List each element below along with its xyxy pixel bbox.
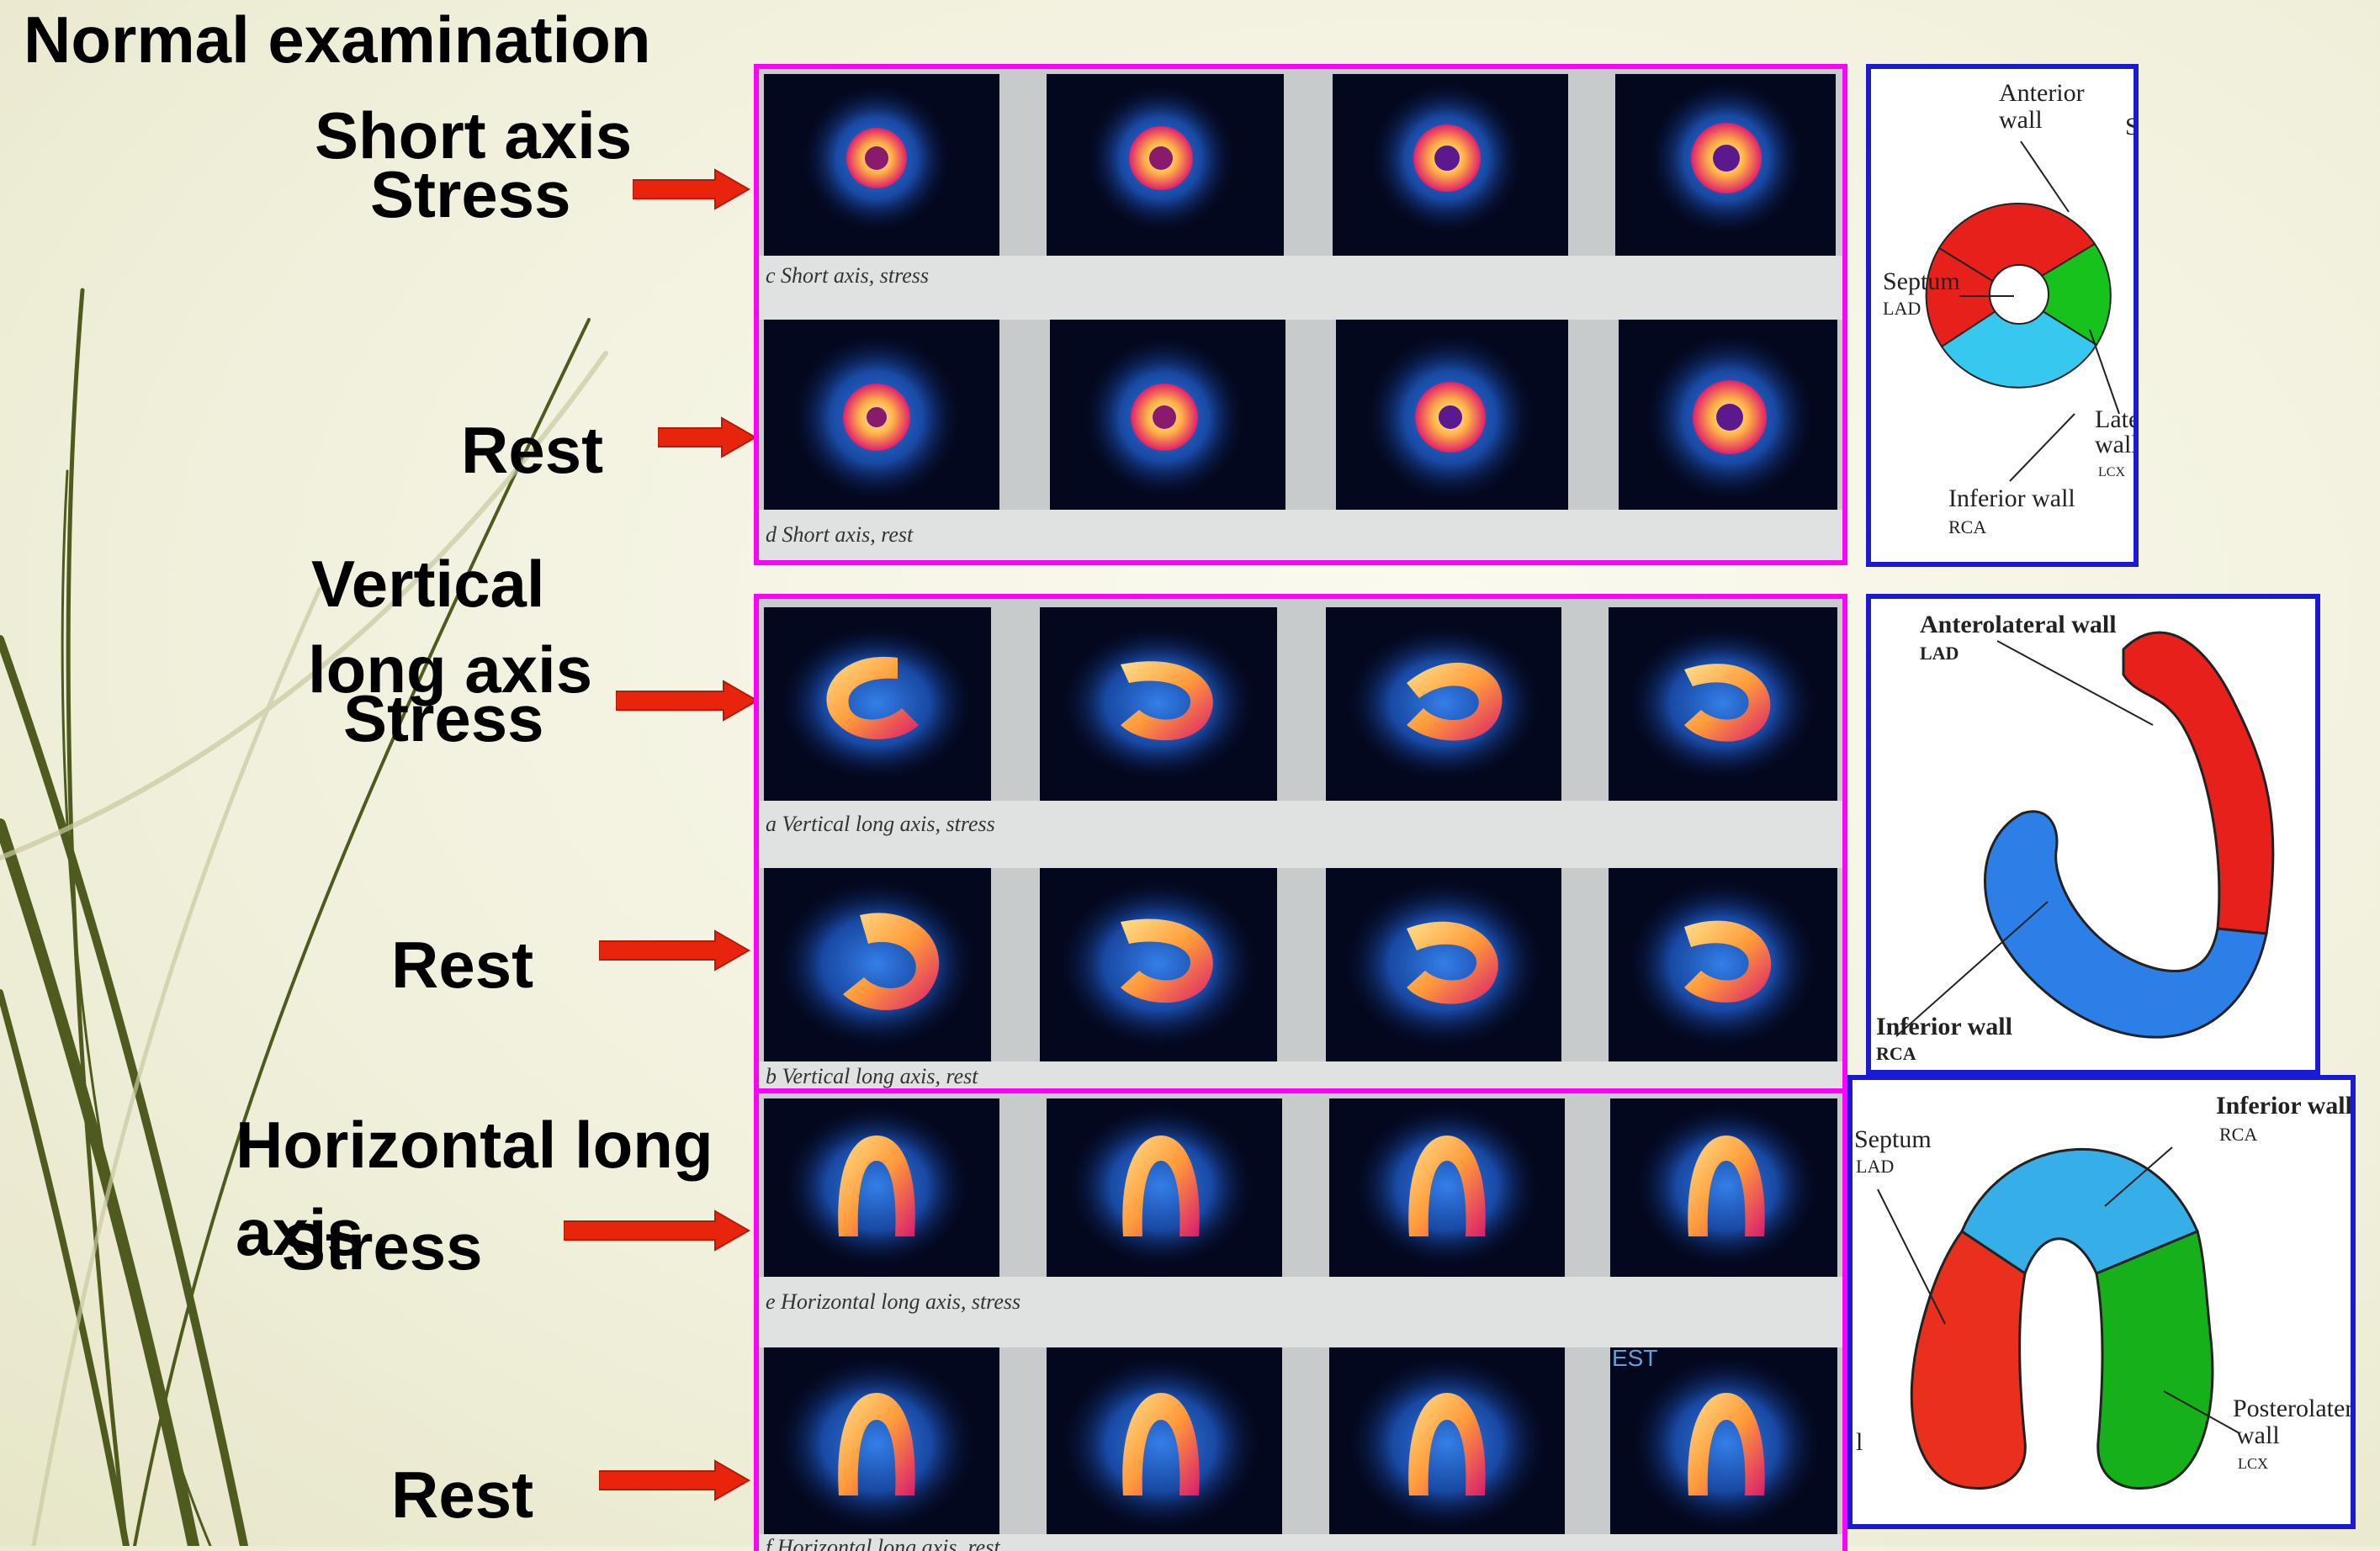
caption-vertical-stress: a Vertical long axis, stress [766, 812, 995, 836]
label-short-stress: Stress [370, 157, 571, 231]
label-vertical-line1: Vertical [311, 547, 545, 621]
horizontal-stress-row [764, 1098, 1837, 1277]
label-posterolateral-lcx: LCX [2238, 1455, 2268, 1472]
label-vertical-line2: long axis [308, 633, 593, 707]
label-anterolateral: Anterolateral wall [1920, 611, 2117, 638]
label-horizontal-line2: axis [236, 1195, 363, 1269]
arrow-icon [658, 416, 757, 458]
label-anterior: Anterior [1999, 79, 2085, 107]
caption-short-stress: c Short axis, stress [766, 263, 929, 288]
label-anterior-wall: wall [1999, 106, 2043, 134]
label-vertical-inferior-rca: RCA [1876, 1043, 1916, 1064]
label-anterolateral-lad: LAD [1920, 643, 1959, 664]
label-vertical-rest: Rest [391, 928, 534, 1002]
caption-horizontal-stress: e Horizontal long axis, stress [766, 1289, 1020, 1314]
label-short-axis: Short axis [315, 98, 633, 172]
anterolateral-segment [2122, 631, 2275, 935]
label-horizontal-septum: Septum [1854, 1125, 1932, 1153]
septal-segment [1910, 1229, 2027, 1490]
label-horizontal-inferior: Inferior wall [2216, 1092, 2351, 1120]
inferior-segment [1984, 810, 2268, 1039]
label-vertical-stress: Stress [343, 681, 544, 755]
label-lateral-wall: wall [2095, 431, 2134, 458]
caption-horizontal-rest: f Horizontal long axis, rest [766, 1535, 1000, 1551]
arrow-icon [564, 1210, 750, 1252]
arrow-icon [599, 929, 750, 971]
label-horizontal-inferior-rca: RCA [2219, 1124, 2257, 1145]
horizontal-long-axis-images: e Horizontal long axis, stress EST f Hor… [754, 1088, 1847, 1551]
label-horizontal-rest: Rest [391, 1458, 534, 1532]
label-vertical-inferior: Inferior wall [1876, 1013, 2012, 1040]
arrow-icon [633, 168, 750, 210]
label-inferior-rca: RCA [1948, 516, 1986, 537]
short-axis-diagram: Anterior wall Septum LAD Latera wall LCX… [1866, 64, 2139, 567]
label-posterolateral-wall: wall [2236, 1421, 2280, 1449]
edge-mark: l [1856, 1428, 1863, 1456]
posterolateral-segment [2095, 1229, 2214, 1490]
horizontal-rest-row: EST [764, 1345, 1837, 1534]
label-lateral: Latera [2095, 405, 2134, 433]
label-posterolateral: Posterolateral [2233, 1395, 2351, 1422]
caption-short-rest: d Short axis, rest [766, 522, 914, 547]
vertical-long-axis-diagram: Anterolateral wall LAD Inferior wall RCA [1866, 594, 2320, 1075]
vertical-long-axis-images: a Vertical long axis, stress b Vertical … [754, 594, 1847, 1095]
short-axis-rest-row [764, 320, 1837, 510]
short-axis-stress-row [764, 74, 1836, 256]
label-septum: Septum [1883, 267, 1960, 295]
short-axis-images: c Short axis, stress d Short axis, rest [754, 64, 1847, 565]
horizontal-long-axis-diagram: Inferior wall RCA Septum LAD Posterolate… [1847, 1075, 2356, 1529]
vertical-rest-row [764, 868, 1837, 1061]
label-short-rest: Rest [461, 413, 604, 487]
label-inferior: Inferior wall [1948, 484, 2075, 512]
inferior-segment [1960, 1148, 2199, 1276]
label-horizontal-stress: Stress [282, 1210, 483, 1284]
label-horizontal-septum-lad: LAD [1856, 1156, 1894, 1177]
arrow-icon [599, 1459, 750, 1501]
label-horizontal-line1: Horizontal long [236, 1108, 713, 1182]
label-septum-lad: LAD [1883, 298, 1921, 319]
caption-vertical-rest: b Vertical long axis, rest [766, 1064, 978, 1088]
slide-title: Normal examination [24, 3, 651, 77]
arrow-icon [616, 680, 759, 722]
overlay-text-est: EST [1612, 1345, 1657, 1371]
label-lateral-lcx: LCX [2098, 465, 2125, 479]
vertical-stress-row [764, 607, 1837, 801]
edge-mark: S [2125, 113, 2134, 140]
